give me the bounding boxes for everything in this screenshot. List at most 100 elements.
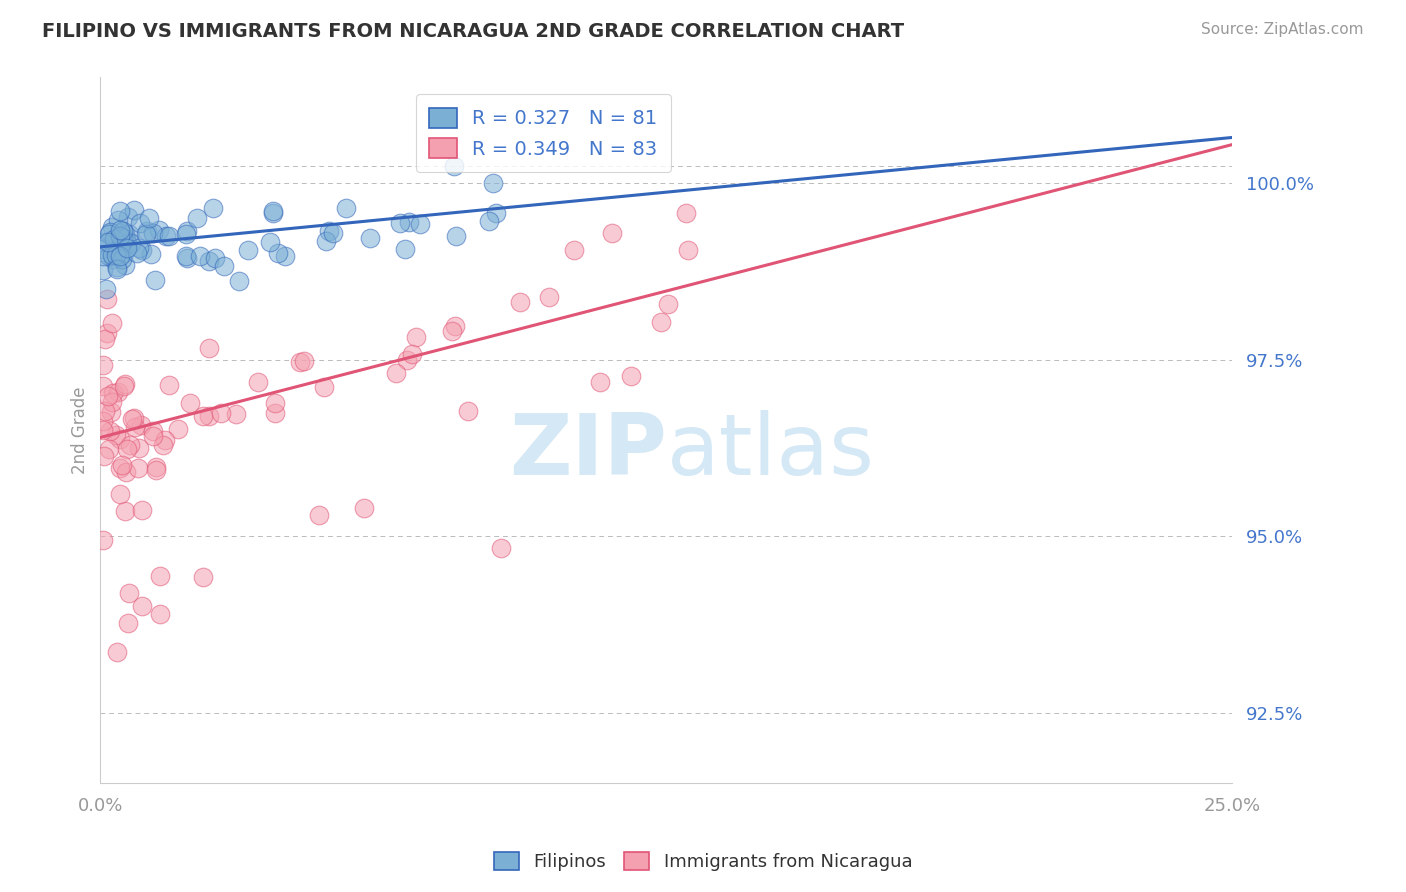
- Point: [91, 414, 114, 428]
- Point: [91, 242, 114, 256]
- Point: [157, 377, 180, 392]
- Point: [131, 599, 153, 613]
- Point: [120, 236, 142, 251]
- Point: [117, 616, 139, 631]
- Point: [353, 500, 375, 515]
- Point: [93, 449, 115, 463]
- Point: [122, 202, 145, 217]
- Point: [108, 204, 131, 219]
- Point: [98, 225, 121, 239]
- Point: [117, 210, 139, 224]
- Point: [128, 441, 150, 455]
- Point: [409, 217, 432, 231]
- Point: [91, 358, 114, 372]
- Point: [111, 224, 134, 238]
- Point: [111, 252, 134, 266]
- Point: [125, 246, 148, 260]
- Point: [318, 224, 340, 238]
- Text: ZIP: ZIP: [509, 410, 666, 493]
- Point: [509, 295, 531, 310]
- Point: [115, 240, 138, 254]
- Point: [588, 375, 610, 389]
- Point: [129, 216, 152, 230]
- Point: [193, 409, 215, 423]
- Point: [145, 463, 167, 477]
- Point: [204, 252, 226, 266]
- Point: [101, 248, 124, 262]
- Point: [262, 203, 284, 218]
- Point: [135, 227, 157, 241]
- Point: [315, 234, 337, 248]
- Point: [389, 216, 412, 230]
- Point: [121, 411, 143, 425]
- Point: [131, 418, 153, 433]
- Point: [118, 438, 141, 452]
- Point: [481, 176, 503, 190]
- Point: [188, 249, 211, 263]
- Point: [91, 263, 114, 277]
- Point: [322, 226, 344, 240]
- Point: [274, 249, 297, 263]
- Point: [110, 249, 132, 263]
- Point: [105, 262, 128, 277]
- Point: [139, 247, 162, 261]
- Point: [264, 406, 287, 420]
- Point: [262, 206, 284, 220]
- Point: [110, 223, 132, 237]
- Point: [489, 541, 512, 555]
- Y-axis label: 2nd Grade: 2nd Grade: [72, 386, 89, 475]
- Point: [94, 332, 117, 346]
- Point: [650, 314, 672, 328]
- Point: [236, 243, 259, 257]
- Point: [91, 423, 114, 437]
- Point: [107, 213, 129, 227]
- Point: [267, 246, 290, 260]
- Point: [105, 244, 128, 259]
- Point: [108, 486, 131, 500]
- Point: [395, 353, 418, 368]
- Point: [157, 229, 180, 244]
- Point: [105, 645, 128, 659]
- Point: [124, 420, 146, 434]
- Text: FILIPINO VS IMMIGRANTS FROM NICARAGUA 2ND GRADE CORRELATION CHART: FILIPINO VS IMMIGRANTS FROM NICARAGUA 2N…: [42, 22, 904, 41]
- Point: [335, 201, 357, 215]
- Point: [149, 607, 172, 621]
- Point: [264, 396, 287, 410]
- Point: [101, 395, 124, 409]
- Point: [394, 242, 416, 256]
- Point: [91, 249, 114, 263]
- Point: [97, 227, 120, 241]
- Point: [228, 275, 250, 289]
- Point: [405, 330, 427, 344]
- Point: [96, 326, 118, 340]
- Point: [259, 235, 281, 249]
- Point: [308, 508, 330, 523]
- Point: [103, 232, 125, 246]
- Point: [676, 243, 699, 257]
- Point: [131, 503, 153, 517]
- Point: [131, 243, 153, 257]
- Point: [97, 235, 120, 250]
- Point: [103, 386, 125, 401]
- Point: [100, 405, 122, 419]
- Point: [314, 380, 336, 394]
- Point: [114, 465, 136, 479]
- Text: Source: ZipAtlas.com: Source: ZipAtlas.com: [1201, 22, 1364, 37]
- Point: [114, 376, 136, 391]
- Point: [135, 224, 157, 238]
- Point: [110, 226, 132, 240]
- Legend: Filipinos, Immigrants from Nicaragua: Filipinos, Immigrants from Nicaragua: [486, 845, 920, 879]
- Point: [478, 214, 501, 228]
- Point: [97, 389, 120, 403]
- Point: [197, 341, 219, 355]
- Point: [443, 159, 465, 173]
- Point: [145, 459, 167, 474]
- Point: [111, 458, 134, 473]
- Point: [444, 318, 467, 333]
- Point: [105, 248, 128, 262]
- Point: [176, 252, 198, 266]
- Point: [91, 533, 114, 547]
- Point: [620, 368, 643, 383]
- Point: [114, 504, 136, 518]
- Point: [225, 407, 247, 421]
